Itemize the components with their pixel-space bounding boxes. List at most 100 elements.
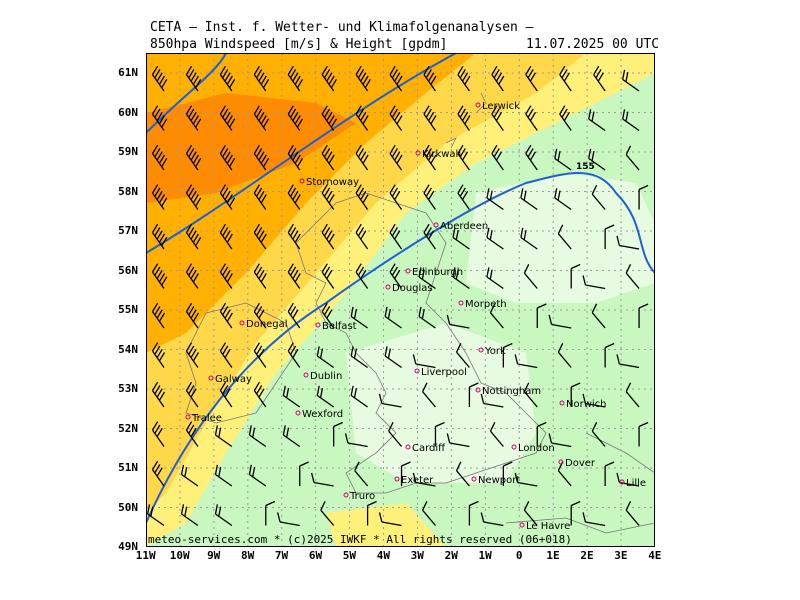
wind-barb (321, 184, 335, 210)
wind-barb (389, 263, 403, 289)
city-label: Exeter (401, 475, 434, 486)
wind-barb (480, 393, 504, 408)
wind-barb (389, 144, 403, 171)
city-marker: Dover (558, 458, 596, 469)
lon-label: 0 (515, 549, 523, 562)
city-label: Donegal (246, 319, 288, 330)
lon-label: 1E (546, 549, 560, 562)
wind-barb (277, 512, 300, 527)
wind-barb (151, 184, 168, 210)
city-marker: Kirkwall (415, 149, 461, 160)
wind-barb (638, 184, 649, 210)
city-marker: Nottingham (475, 386, 541, 397)
wind-barb (384, 306, 402, 329)
wind-barb (468, 500, 479, 526)
wind-barb (185, 342, 199, 368)
lon-label: 2E (580, 549, 594, 562)
city-label: London (518, 443, 555, 454)
wind-barb (489, 303, 504, 329)
city-dot (343, 492, 349, 498)
wind-barb (423, 105, 437, 131)
city-label: Liverpool (421, 367, 467, 378)
wind-barb (287, 184, 301, 210)
wind-barb (548, 314, 572, 329)
wind-barb (185, 302, 199, 329)
wind-barb (253, 184, 267, 210)
wind-barb (423, 223, 436, 250)
city-marker: Norwich (559, 399, 607, 410)
wind-barb (350, 385, 368, 408)
wind-barb (321, 65, 338, 92)
lat-label: 55N (118, 303, 138, 316)
wind-barb (355, 105, 369, 131)
wind-barb (214, 464, 233, 487)
wind-low-zone-south (326, 503, 446, 547)
wind-barb (491, 65, 505, 92)
city-dot (394, 476, 400, 482)
wind-barb (423, 65, 437, 92)
city-dot (385, 284, 391, 290)
wind-barb (638, 303, 649, 328)
wind-barb (151, 263, 168, 289)
wind-barb (219, 342, 233, 368)
wind-barb (446, 314, 470, 329)
wind-barb (525, 144, 538, 171)
wind-barb (548, 433, 572, 448)
wind-barb (625, 382, 640, 408)
wind-barb (418, 306, 436, 329)
wind-barb (423, 144, 437, 171)
city-dot (414, 368, 420, 374)
wind-barb (525, 105, 538, 131)
city-label: Belfast (322, 321, 357, 332)
wind-barb (282, 425, 301, 448)
city-marker: London (511, 443, 555, 454)
wind-barb (355, 65, 371, 92)
wind-barb (616, 354, 640, 369)
wind-barb (219, 184, 236, 210)
wind-barb (520, 188, 538, 211)
city-dot (511, 444, 517, 450)
chart-subtitle: 850hpa Windspeed [m/s] & Height [gpdm] (150, 37, 448, 52)
wind-barb (486, 188, 504, 211)
wind-barb (491, 105, 504, 131)
wind-barb (536, 303, 547, 328)
wind-barb (321, 263, 335, 289)
wind-barb (350, 306, 368, 329)
lon-label: 4W (376, 549, 390, 562)
wind-barb (418, 267, 436, 290)
city-marker: Edinburgh (405, 267, 463, 278)
city-label: Nottingham (482, 386, 541, 397)
lat-label: 57N (118, 224, 138, 237)
wind-barb (151, 65, 168, 92)
wind-barb (253, 223, 267, 250)
wind-barb (525, 65, 538, 92)
wind-barb (180, 464, 199, 487)
city-label: Kirkwall (422, 149, 461, 160)
wind-barb (502, 461, 513, 486)
wind-barb (514, 354, 538, 369)
wind-barb (253, 381, 267, 408)
wind-barb (282, 385, 301, 408)
chart-title: CETA – Inst. f. Wetter- und Klimafolgena… (150, 20, 534, 35)
wind-barb (559, 105, 572, 131)
wind-barb (622, 69, 640, 92)
wind-barb (559, 65, 572, 92)
wind-barb (321, 144, 335, 171)
city-marker: Tralee (185, 413, 222, 424)
wind-barb (185, 263, 199, 289)
wind-barb (412, 472, 436, 487)
city-label: Edinburgh (412, 267, 463, 278)
city-dot (559, 400, 565, 406)
wind-barb (570, 382, 581, 407)
city-dot (405, 268, 411, 274)
wind-barb (287, 302, 301, 329)
city-label: Cardiff (412, 443, 446, 454)
wind-barb (554, 188, 572, 211)
wind-barb (185, 65, 202, 92)
city-label: Newport (478, 475, 520, 486)
wind-barb (366, 500, 377, 526)
wind-barb (593, 65, 606, 92)
lon-label: 9W (207, 549, 221, 562)
wind-barb (452, 267, 470, 290)
wind-barb (625, 145, 640, 171)
